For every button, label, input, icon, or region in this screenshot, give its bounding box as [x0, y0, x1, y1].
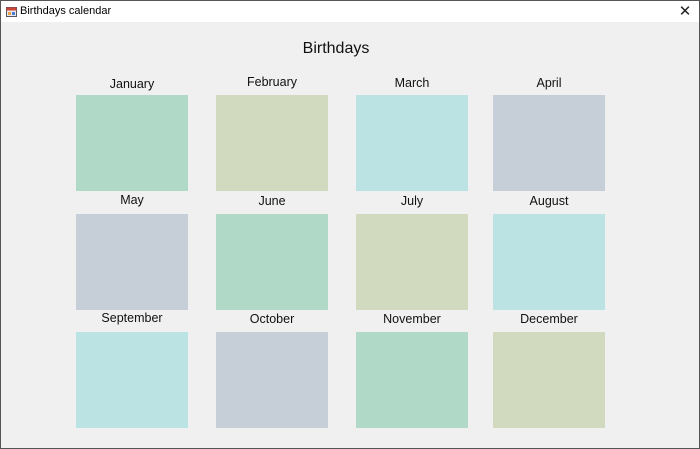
month-panel[interactable]	[356, 95, 468, 191]
title-bar: Birthdays calendar ✕	[1, 1, 699, 22]
month-label: August	[529, 194, 569, 208]
month-panel[interactable]	[76, 332, 188, 428]
month-label: December	[520, 312, 578, 326]
month-panel[interactable]	[493, 332, 605, 428]
month-label: February	[246, 75, 298, 89]
month-panel[interactable]	[76, 95, 188, 191]
month-panel[interactable]	[76, 214, 188, 310]
month-panel[interactable]	[493, 95, 605, 191]
month-panel[interactable]	[216, 214, 328, 310]
month-label: March	[394, 76, 430, 90]
month-label: July	[400, 194, 424, 208]
month-label: June	[258, 194, 286, 208]
window-title: Birthdays calendar	[20, 5, 112, 17]
close-button[interactable]: ✕	[678, 3, 692, 20]
month-label: November	[383, 312, 441, 326]
month-label: September	[101, 311, 163, 325]
month-label: October	[249, 312, 295, 326]
month-label: May	[120, 193, 144, 207]
month-panel[interactable]	[493, 214, 605, 310]
month-label: January	[109, 77, 155, 91]
month-panel[interactable]	[356, 332, 468, 428]
app-icon	[6, 7, 17, 17]
month-panel[interactable]	[216, 95, 328, 191]
month-panel[interactable]	[356, 214, 468, 310]
month-label: April	[536, 76, 562, 90]
heading: Birthdays	[302, 40, 370, 57]
month-panel[interactable]	[216, 332, 328, 428]
